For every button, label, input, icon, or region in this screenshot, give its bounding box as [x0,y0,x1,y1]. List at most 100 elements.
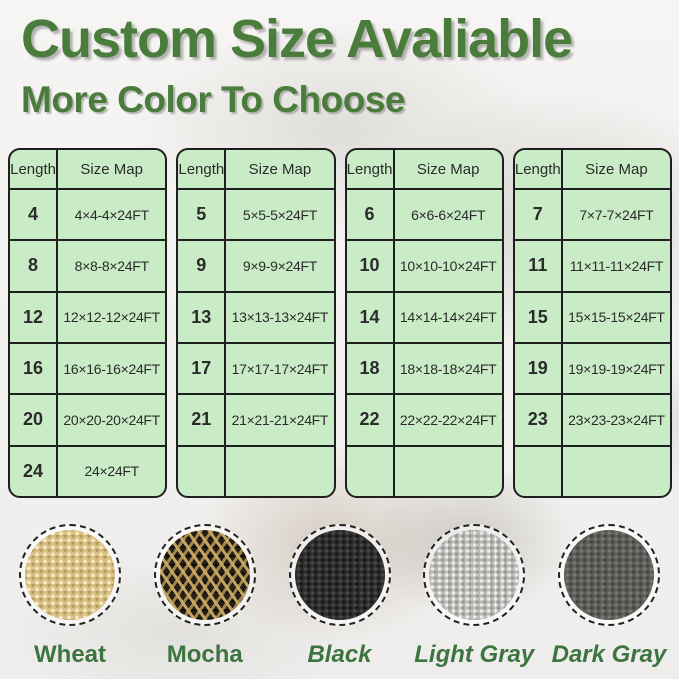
length-cell: 17 [178,343,227,394]
table-row: 22 22×22-22×24FT [346,393,502,445]
size-cell: 14×14-14×24FT [399,309,497,326]
dashed-ring [288,524,391,626]
table-row: 18 18×18-18×24FT [346,341,502,394]
size-cell: 17×17-17×24FT [231,360,329,377]
col-header-sizemap: Size Map [416,160,480,178]
dark-gray-fabric-swatch [564,530,654,620]
dashed-ring [153,524,256,626]
length-cell: 19 [515,343,563,394]
size-cell: 8×8-8×24FT [74,257,149,274]
mocha-fabric-swatch [159,530,250,620]
size-cell [226,447,333,496]
table-row: 9 9×9-9×24FT [178,239,334,291]
size-cell: 20×20-20×24FT [63,411,160,428]
black-fabric-swatch [294,530,385,620]
table-row: 11 11×11-11×24FT [514,239,670,291]
size-cell: 10×10-10×24FT [399,257,497,274]
table-row-empty [178,444,334,496]
swatch-mocha: Mocha [143,524,267,669]
table-row: 12 12×12-12×24FT [10,290,166,342]
size-cell: 23×23-23×24FT [568,411,665,428]
swatch-dark-gray: Dark Gray [547,524,671,669]
table-row: 14 14×14-14×24FT [346,290,502,342]
length-cell: 4 [10,190,59,240]
table-row: 23 23×23-23×24FT [514,393,670,445]
swatch-label-black: Black [307,641,372,668]
size-table-4: Length Size Map 7 7×7-7×24FT 11 11×11-11… [512,148,672,498]
swatch-black: Black [278,524,402,669]
length-cell [515,446,563,496]
table-row: 4 4×4-4×24FT [10,188,166,240]
table-row: 20 20×20-20×24FT [10,393,166,445]
table-row: 7 7×7-7×24FT [514,188,670,240]
size-cell: 6×6-6×24FT [411,206,486,223]
table-header-row: Length Size Map [178,150,333,188]
length-cell: 18 [347,343,395,394]
length-cell [347,446,395,496]
dashed-ring [423,524,526,626]
table-row: 15 15×15-15×24FT [514,290,670,342]
size-cell: 16×16-16×24FT [63,360,160,377]
length-cell: 22 [347,395,395,445]
size-cell: 4×4-4×24FT [74,206,149,223]
table-row: 24 24×24FT [10,444,166,496]
length-cell: 6 [347,190,395,240]
swatch-label-mocha: Mocha [166,641,243,668]
length-cell [178,446,227,496]
size-cell [395,447,502,496]
size-cell [563,447,670,496]
length-cell: 7 [515,190,563,240]
table-row: 13 13×13-13×24FT [178,290,334,342]
wheat-fabric-swatch [25,530,115,620]
col-header-sizemap: Size Map [80,160,143,178]
length-cell: 16 [10,343,59,394]
table-header-row: Length Size Map [347,150,502,188]
size-tables: Length Size Map 4 4×4-4×24FT 8 8×8-8×24F… [8,148,672,498]
length-cell: 10 [347,241,395,291]
col-header-sizemap: Size Map [585,160,648,178]
table-row-empty [346,444,502,496]
swatch-light-gray: Light Gray [412,524,536,669]
table-row: 19 19×19-19×24FT [514,341,670,394]
table-row: 6 6×6-6×24FT [346,188,502,240]
table-header-row: Length Size Map [10,150,165,188]
swatch-label-light-gray: Light Gray [414,641,535,668]
size-cell: 18×18-18×24FT [399,360,497,377]
length-cell: 23 [515,395,563,445]
length-cell: 5 [178,190,227,240]
size-cell: 22×22-22×24FT [399,411,497,428]
size-cell: 21×21-21×24FT [231,411,329,428]
size-cell: 12×12-12×24FT [63,309,160,326]
size-cell: 11×11-11×24FT [569,257,664,274]
length-cell: 8 [10,241,59,291]
table-row-empty [514,444,670,496]
color-swatches: Wheat Mocha Black Light Gray Dark Gray [0,524,679,669]
light-gray-fabric-swatch [429,530,520,620]
length-cell: 21 [178,395,227,445]
length-cell: 15 [515,292,563,342]
size-cell: 5×5-5×24FT [242,206,317,223]
length-cell: 12 [10,292,59,342]
table-row: 10 10×10-10×24FT [346,239,502,291]
size-cell: 24×24FT [84,463,140,480]
length-cell: 11 [515,241,563,291]
col-header-sizemap: Size Map [248,160,312,178]
size-table-2: Length Size Map 5 5×5-5×24FT 9 9×9-9×24F… [176,148,336,498]
swatch-label-wheat: Wheat [34,641,106,668]
table-header-row: Length Size Map [515,150,670,188]
length-cell: 9 [178,241,227,291]
size-cell: 13×13-13×24FT [231,309,329,326]
table-row: 8 8×8-8×24FT [10,239,166,291]
table-row: 5 5×5-5×24FT [178,188,334,240]
length-cell: 20 [10,395,59,445]
dashed-ring [558,524,660,626]
page-title: Custom Size Avaliable [21,9,573,69]
length-cell: 24 [10,446,59,496]
size-table-1: Length Size Map 4 4×4-4×24FT 8 8×8-8×24F… [8,148,168,498]
col-header-length: Length [347,150,395,188]
size-cell: 7×7-7×24FT [579,206,654,223]
dashed-ring [19,524,121,626]
table-row: 21 21×21-21×24FT [178,393,334,445]
length-cell: 14 [347,292,395,342]
table-row: 17 17×17-17×24FT [178,341,334,394]
